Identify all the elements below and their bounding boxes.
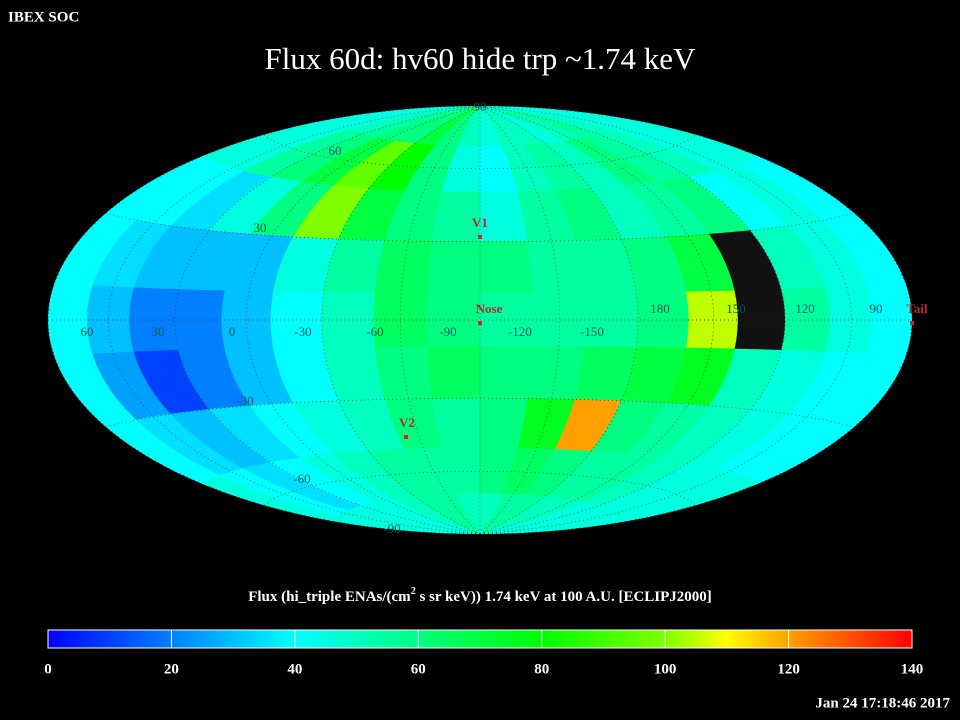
graticule: [48, 106, 912, 534]
colorbar-tick-label: 20: [164, 661, 179, 677]
longitude-label: 30: [152, 324, 165, 339]
meridian: [479, 106, 912, 534]
latitude-label: 30: [254, 220, 267, 235]
colorbar: [47, 629, 913, 649]
superscript: 2: [411, 586, 416, 597]
marker-label: V1: [472, 215, 488, 230]
meridian: [479, 106, 715, 534]
marker: [404, 435, 408, 439]
longitude-label: -60: [366, 324, 383, 339]
flux-cell: [374, 346, 433, 400]
marker-label: V2: [399, 415, 415, 430]
longitude-label: 90: [870, 301, 883, 316]
latitude-label: -60: [293, 471, 310, 486]
longitude-label: -120: [508, 324, 532, 339]
meridian: [107, 106, 481, 534]
colorbar-tick-label: 80: [534, 661, 549, 677]
flux-cell: [479, 345, 534, 400]
longitude-label: 60: [81, 324, 94, 339]
flux-cell: [479, 240, 534, 295]
longitude-label: -30: [294, 324, 311, 339]
flux-cell: [86, 285, 135, 355]
latitude-label: 90: [474, 99, 487, 114]
colorbar-tick-label: 60: [411, 661, 426, 677]
flux-cell: [479, 514, 629, 534]
map-labels: 60 30 0 -30 -60 -90 -120 -150 180 150 120 90 90 60 30 -…: [81, 99, 928, 536]
flux-cell: [527, 346, 586, 400]
parallel: [105, 212, 855, 243]
longitude-label: 120: [795, 301, 815, 316]
title-part: s sr keV)) 1.74 keV at 100 A.U. [ECLIPJ2…: [416, 589, 712, 605]
flux-cell: [374, 240, 433, 294]
parallel: [105, 397, 855, 428]
flux-cell: [174, 289, 226, 351]
longitude-label: 0: [229, 324, 236, 339]
marker: [910, 321, 914, 325]
colorbar-title: Flux (hi_triple ENAs/(cm2 s sr keV)) 1.7…: [248, 586, 712, 605]
parallel: [263, 470, 697, 506]
flux-cell: [426, 240, 481, 295]
colorbar-tick-label: 100: [654, 661, 677, 677]
meridian: [479, 106, 639, 534]
meridian: [479, 106, 853, 534]
org-label: IBEX SOC: [8, 9, 79, 25]
longitude-label: -150: [580, 324, 604, 339]
longitude-label: -90: [439, 324, 456, 339]
longitude-label: 180: [650, 301, 670, 316]
latitude-label: -30: [236, 393, 253, 408]
timestamp: Jan 24 17:18:46 2017: [815, 695, 950, 711]
colorbar-tick-label: 120: [777, 661, 800, 677]
flux-cell: [426, 345, 481, 400]
meridian: [321, 106, 481, 534]
marker-label: Tail: [906, 301, 928, 316]
parallel: [263, 134, 697, 170]
colorbar-ticks: 0 20 40 60 80 100 120 140: [44, 630, 923, 677]
flux-cell: [527, 240, 586, 294]
colorbar-tick-label: 40: [287, 661, 302, 677]
colorbar-tick-label: 140: [901, 661, 924, 677]
flux-cell: [866, 282, 912, 358]
flux-map: [48, 106, 912, 534]
marker-label: Nose: [476, 301, 503, 316]
flux-cell: [270, 291, 325, 349]
latitude-label: 60: [329, 143, 342, 158]
marker: [478, 235, 482, 239]
meridian: [245, 106, 481, 534]
longitude-label: 150: [726, 301, 746, 316]
colorbar-tick-label: 0: [44, 661, 52, 677]
title-part: Flux (hi_triple ENAs/(cm: [248, 589, 411, 605]
flux-cell: [48, 282, 94, 358]
marker: [478, 321, 482, 325]
title: Flux 60d: hv60 hide trp ~1.74 keV: [265, 41, 697, 76]
latitude-label: -90: [383, 521, 400, 536]
